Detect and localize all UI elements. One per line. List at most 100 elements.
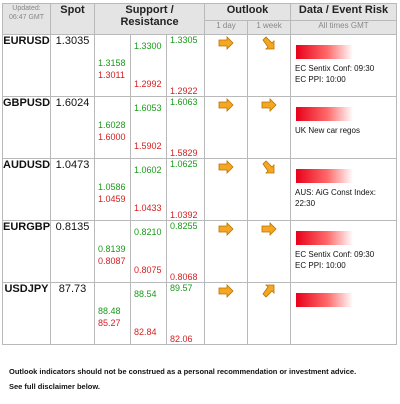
risk-bar [296,107,354,121]
resistance-2: 0.8210 [134,227,162,237]
event-risk-cell: EC Sentix Conf: 09:30 EC PPI: 10:00 [290,220,398,283]
support-2: 1.2992 [134,79,162,89]
resistance-1: 1.3158 [98,58,126,68]
event-risk-cell: EC Sentix Conf: 09:30 EC PPI: 10:00 [290,34,398,97]
outlook-1-day [204,282,249,345]
event-item: EC Sentix Conf: 09:30 [295,64,375,73]
arrow-down-right-icon [262,160,275,174]
support-3: 82.06 [170,334,193,344]
pair-name: AUDUSD [2,158,51,221]
updated-label: Updated: [12,5,41,12]
pair-name: USDJPY [2,282,51,345]
sr-level-1: 88.48 85.27 [94,282,131,345]
spot-price: 0.8135 [50,220,95,283]
event-item: AUS: AiG Const Index: [295,188,376,197]
spot-price: 1.6024 [50,96,95,159]
sr-level-3: 1.3305 1.2922 [165,34,206,97]
support-3: 1.0392 [170,210,198,220]
resistance-1: 0.8139 [98,244,126,254]
sr-level-2: 1.0602 1.0433 [130,158,167,221]
resistance-2: 1.6053 [134,103,162,113]
pair-row: EURUSD 1.3035 1.3158 1.3011 1.3300 1.2992 1.33… [2,34,398,97]
outlook-header: Outlook [204,3,292,21]
support-2: 0.8075 [134,265,162,275]
sr-level-2: 1.3300 1.2992 [130,34,167,97]
times-note: All times GMT [290,20,398,35]
support-2: 1.0433 [134,203,162,213]
arrow-right-icon [218,284,234,298]
event-risk-cell: UK New car regos [290,96,398,159]
support-2: 82.84 [134,327,157,337]
arrow-down-right-icon [262,36,275,50]
outlook-1-week [247,282,292,345]
sr-level-1: 1.6028 1.6000 [94,96,131,159]
arrow-right-icon [218,160,234,174]
spot-header: Spot [50,3,95,35]
sr-level-1: 1.3158 1.3011 [94,34,131,97]
event-item: EC PPI: 10:00 [295,75,346,84]
disclaimer-line-1: Outlook indicators should not be constru… [9,367,357,376]
outlook-1-day [204,158,249,221]
sr-level-3: 0.8255 0.8068 [165,220,206,283]
outlook-1-day [204,34,249,97]
spot-price: 1.3035 [50,34,95,97]
resistance-2: 1.3300 [134,41,162,51]
support-1: 1.6000 [98,132,126,142]
event-item: 22:30 [295,199,316,208]
arrow-right-icon [218,36,234,50]
day1-header: 1 day [204,20,249,35]
outlook-1-day [204,220,249,283]
updated-cell: Updated: 06:47 GMT [2,3,51,35]
resistance-3: 1.6063 [170,97,198,107]
resistance-1: 1.0586 [98,182,126,192]
pair-name: GBPUSD [2,96,51,159]
event-item: EC PPI: 10:00 [295,261,346,270]
arrow-up-right-icon [262,284,275,298]
arrow-right-icon [218,98,234,112]
pair-row: USDJPY 87.73 88.48 85.27 88.54 82.84 89.57 82.0… [2,282,398,345]
pair-name: EURGBP [2,220,51,283]
support-3: 0.8068 [170,272,198,282]
resistance-3: 1.3305 [170,35,198,45]
event-item: EC Sentix Conf: 09:30 [295,250,375,259]
outlook-1-day [204,96,249,159]
sr-level-2: 1.6053 1.5902 [130,96,167,159]
arrow-right-icon [261,98,277,112]
resistance-1: 1.6028 [98,120,126,130]
spot-price: 1.0473 [50,158,95,221]
support-1: 85.27 [98,318,121,328]
risk-bar [296,231,354,245]
support-1: 1.3011 [98,70,125,80]
resistance-3: 0.8255 [170,221,198,231]
outlook-1-week [247,220,292,283]
event-item: UK New car regos [295,126,360,135]
spot-price: 87.73 [50,282,95,345]
resistance-2: 1.0602 [134,165,162,175]
support-1: 1.0459 [98,194,126,204]
pair-row: GBPUSD 1.6024 1.6028 1.6000 1.6053 1.5902 1.60… [2,96,398,159]
risk-bar [296,169,354,183]
support-3: 1.2922 [170,86,198,96]
support-1: 0.8087 [98,256,126,266]
pair-row: EURGBP 0.8135 0.8139 0.8087 0.8210 0.8075 0.82… [2,220,398,283]
updated-time: 06:47 GMT [8,14,44,21]
outlook-1-week [247,158,292,221]
resistance-3: 89.57 [170,283,193,293]
support-2: 1.5902 [134,141,162,151]
pair-name: EURUSD [2,34,51,97]
fx-rows: EURUSD 1.3035 1.3158 1.3011 1.3300 1.2992 1.33… [2,34,398,345]
fx-table: Updated: 06:47 GMT Spot Support / Resist… [2,3,398,345]
pair-row: AUDUSD 1.0473 1.0586 1.0459 1.0602 1.0433 1.06… [2,158,398,221]
resistance-1: 88.48 [98,306,121,316]
arrow-right-icon [261,222,277,236]
support-3: 1.5829 [170,148,198,158]
sr-level-3: 1.0625 1.0392 [165,158,206,221]
sr-level-2: 88.54 82.84 [130,282,167,345]
sr-level-1: 0.8139 0.8087 [94,220,131,283]
data-event-risk-header: Data / Event Risk [290,3,398,21]
sr-level-1: 1.0586 1.0459 [94,158,131,221]
sr-level-2: 0.8210 0.8075 [130,220,167,283]
disclaimer-line-2: See full disclaimer below. [9,382,101,391]
event-risk-cell [290,282,398,345]
